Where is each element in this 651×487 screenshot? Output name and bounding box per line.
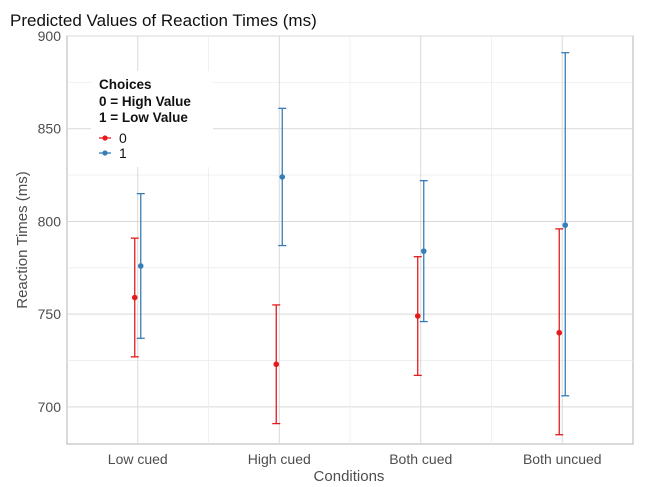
data-point <box>414 313 421 319</box>
x-tick-label: Both cued <box>389 451 452 467</box>
legend: Choices 0 = High Value 1 = Low Value 0 1 <box>91 71 213 167</box>
legend-title-line-1: Choices <box>99 77 152 92</box>
y-tick-label: 850 <box>38 121 62 137</box>
legend-title-line-2: 0 = High Value <box>99 94 191 109</box>
legend-title-line-3: 1 = Low Value <box>99 110 188 125</box>
data-marks <box>130 52 570 436</box>
grid-lines <box>67 35 633 444</box>
y-tick-label: 750 <box>38 306 62 322</box>
data-point <box>273 361 280 368</box>
data-point <box>556 329 563 336</box>
data-point <box>279 174 286 180</box>
legend-key-0: 0 <box>99 130 127 146</box>
legend-key-1: 1 <box>99 145 127 161</box>
x-tick-label: Low cued <box>108 451 168 467</box>
y-tick-labels: 700 750 800 850 900 <box>38 28 62 415</box>
legend-key-0-point <box>102 135 108 141</box>
data-point <box>562 222 569 228</box>
data-point <box>420 248 427 254</box>
x-tick-label: High cued <box>248 451 311 467</box>
data-point <box>131 294 138 301</box>
x-tick-label: Both uncued <box>523 451 602 467</box>
y-axis-title: Reaction Times (ms) <box>14 171 31 309</box>
x-tick-labels: Low cued High cued Both cued Both uncued <box>108 451 602 467</box>
chart-title: Predicted Values of Reaction Times (ms) <box>10 11 317 30</box>
x-axis-title: Conditions <box>314 468 385 485</box>
legend-label-1: 1 <box>119 145 127 161</box>
legend-background <box>91 71 213 167</box>
y-tick-label: 800 <box>38 213 62 229</box>
legend-key-1-point <box>102 150 108 156</box>
data-point <box>137 263 144 269</box>
legend-label-0: 0 <box>119 130 127 146</box>
y-tick-label: 700 <box>38 399 62 415</box>
y-tick-label: 900 <box>38 28 62 44</box>
